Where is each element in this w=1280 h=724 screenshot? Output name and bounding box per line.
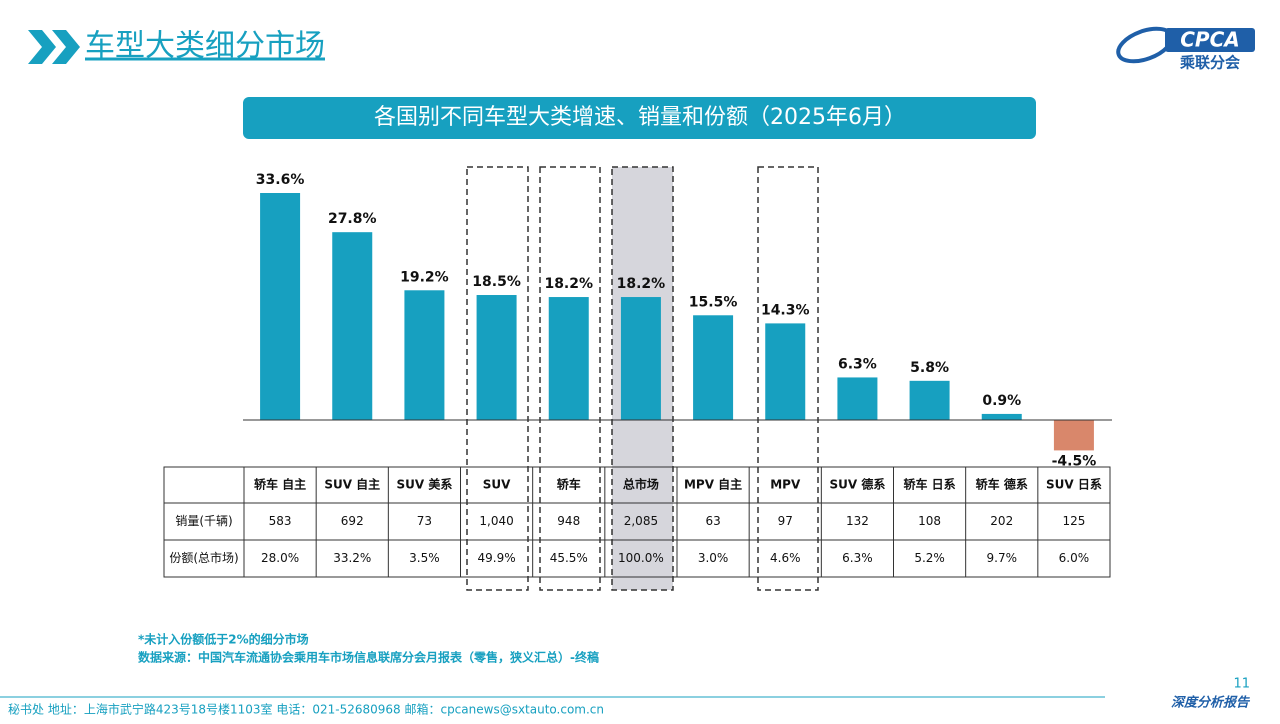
page-title: 车型大类细分市场 <box>85 29 325 64</box>
row-label: 销量(千辆) <box>175 514 232 528</box>
table-cell: 45.5% <box>550 551 588 565</box>
bar <box>837 377 878 420</box>
bar <box>909 380 950 420</box>
row-label: 份额(总市场) <box>169 550 238 565</box>
value-label: 0.9% <box>982 393 1021 409</box>
value-label: 19.2% <box>400 269 449 285</box>
bar <box>260 193 301 420</box>
table-cell: 125 <box>1062 514 1085 528</box>
table-cell: 108 <box>918 514 941 528</box>
table-cell: 6.3% <box>842 551 873 565</box>
bar <box>404 290 445 420</box>
table-cell: 3.0% <box>698 551 729 565</box>
value-label: 15.5% <box>689 294 738 310</box>
table-cell: 9.7% <box>987 551 1018 565</box>
logo-text: CPCA <box>1180 28 1240 52</box>
highlight-boxes <box>466 166 819 591</box>
table-cell: 692 <box>341 514 364 528</box>
value-label: 5.8% <box>910 360 949 376</box>
chart-title: 各国别不同车型大类增速、销量和份额（2025年6月） <box>374 105 906 130</box>
column-header: 总市场 <box>623 477 659 492</box>
table-cell: 4.6% <box>770 551 801 565</box>
table-cell: 49.9% <box>478 551 516 565</box>
data-table: 轿车 自主 SUV 自主 SUV 美系 SUV 轿车 总市场 MPV 自主 MPV SUV 德系… <box>163 466 1111 578</box>
note: 数据来源：中国汽车流通协会乘用车市场信息联席分会月报表（零售，狭义汇总）-终稿 <box>138 650 599 665</box>
column-header: SUV <box>483 478 511 492</box>
value-label: 33.6% <box>256 172 305 188</box>
table-cell: 5.2% <box>914 551 945 565</box>
footer-address: 秘书处 地址：上海市武宁路423号18号楼1103室 电话：021-526809… <box>8 702 604 717</box>
footer-report: 深度分析报告 <box>1171 695 1251 711</box>
value-label: 14.3% <box>761 302 810 318</box>
column-header: MPV 自主 <box>684 477 742 492</box>
bar <box>620 297 661 420</box>
bar <box>693 315 734 420</box>
column-header: SUV 德系 <box>829 477 885 492</box>
bar <box>981 413 1022 420</box>
column-header: 轿车 <box>557 477 581 492</box>
bar <box>1053 420 1094 451</box>
column-header: SUV 日系 <box>1046 477 1102 492</box>
bar <box>765 323 806 420</box>
table-cell: 132 <box>846 514 869 528</box>
value-label: 6.3% <box>838 356 877 372</box>
table-cell: 1,040 <box>479 514 513 528</box>
table-cell: 33.2% <box>333 551 371 565</box>
value-label: 18.2% <box>544 276 593 292</box>
page-number: 11 <box>1233 677 1250 692</box>
note: *未计入份额低于2%的细分市场 <box>138 632 309 647</box>
table-cell: 73 <box>417 514 432 528</box>
table-cell: 100.0% <box>618 551 664 565</box>
column-header: 轿车 德系 <box>976 477 1028 492</box>
chevrons <box>28 30 80 64</box>
column-header: SUV 自主 <box>324 477 380 492</box>
table-cell: 583 <box>269 514 292 528</box>
table-cell: 6.0% <box>1059 551 1090 565</box>
table-cell: 97 <box>778 514 793 528</box>
table-cell: 2,085 <box>624 514 658 528</box>
title-banner <box>243 97 1036 139</box>
table-cell: 202 <box>990 514 1013 528</box>
column-header: SUV 美系 <box>396 477 452 492</box>
value-label: 27.8% <box>328 211 377 227</box>
value-label: 18.5% <box>472 274 521 290</box>
column-header: MPV <box>770 478 801 492</box>
value-label: 18.2% <box>617 276 666 292</box>
logo-subtext: 乘联分会 <box>1179 54 1240 72</box>
table-cell: 63 <box>705 514 720 528</box>
table-cell: 28.0% <box>261 551 299 565</box>
table-cell: 948 <box>557 514 580 528</box>
bar <box>548 297 589 420</box>
logo: CPCA 乘联分会 <box>1116 26 1255 72</box>
bar <box>476 295 517 420</box>
bar <box>332 232 373 420</box>
column-header: 轿车 日系 <box>903 477 955 492</box>
table-cell: 3.5% <box>409 551 440 565</box>
chart: 33.6% 27.8% 19.2% 18.5% 18.2% 18.2% 15.5% 14.3%… <box>243 172 1112 469</box>
value-label: -4.5% <box>1052 453 1097 469</box>
column-header: 轿车 自主 <box>254 477 306 492</box>
